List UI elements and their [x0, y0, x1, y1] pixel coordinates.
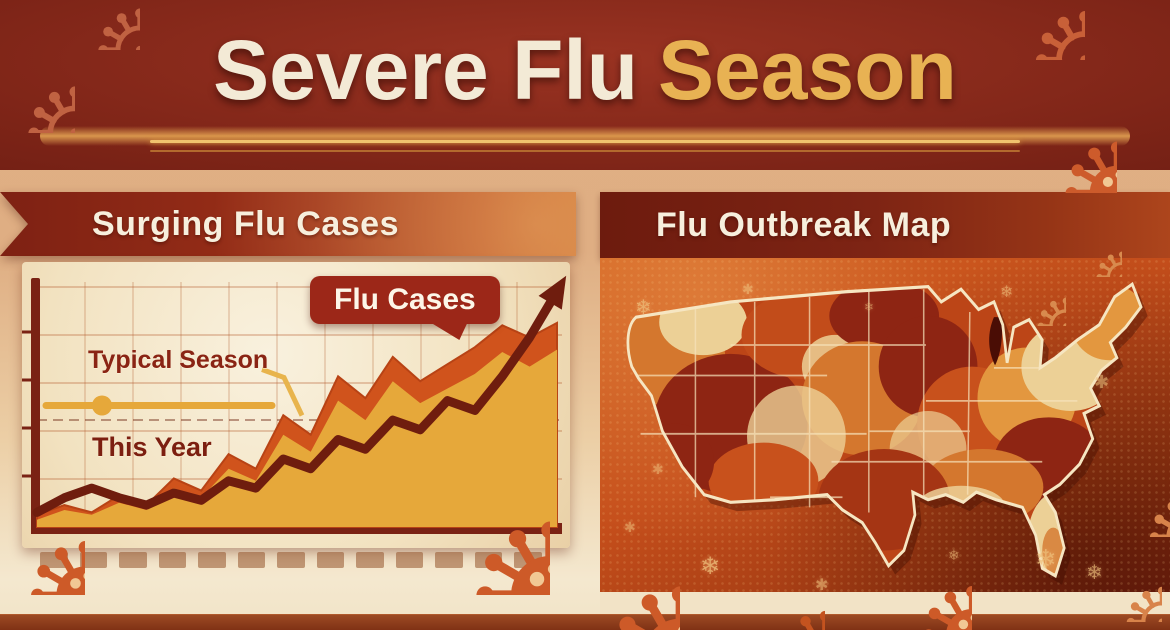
right-panel-title: Flu Outbreak Map [656, 205, 952, 244]
tick-block [435, 552, 463, 568]
virus-icon [55, 0, 140, 50]
us-outbreak-map [626, 281, 1148, 585]
tick-block [277, 552, 305, 568]
sparkle-icon: ✱ [624, 520, 636, 536]
tick-block [198, 552, 226, 568]
arrow-head [538, 275, 567, 310]
map-bottom-strip [600, 592, 1170, 614]
title-highlight: Season [658, 23, 957, 117]
y-axis-bar [31, 278, 40, 534]
virus-icon-glyph [31, 541, 85, 595]
chart-series-layer [32, 275, 567, 528]
virus-icon-glyph [1150, 497, 1170, 537]
title-banner: Severe Flu Season [0, 0, 1170, 170]
virus-icon-glyph [611, 586, 680, 630]
y-axis-ticks [22, 330, 31, 478]
virus-icon [1108, 455, 1170, 537]
left-panel-title: Surging Flu Cases [92, 204, 399, 243]
tick-block [237, 552, 266, 568]
sparkle-icon: ✱ [742, 282, 754, 298]
gold-divider-glow [40, 126, 1130, 146]
page-bottom-strip [0, 614, 1170, 630]
virus-icon-glyph [1066, 142, 1117, 193]
virus-icon-glyph [476, 521, 550, 595]
state-borders [636, 289, 1078, 513]
x-axis-bar [31, 523, 562, 534]
sparkle-icon: ✱ [1094, 372, 1110, 393]
snowflake-icon: ❄ [1035, 545, 1057, 575]
snowflake-icon: ❄ [948, 548, 960, 564]
typical-season-label: Typical Season [88, 346, 269, 374]
tick-block [316, 552, 345, 568]
reference-line-marker [92, 395, 112, 416]
this-year-label: This Year [92, 432, 212, 462]
virus-icon [0, 485, 85, 595]
gold-divider-line [150, 140, 1020, 143]
virus-icon [735, 565, 825, 630]
gold-divider-line-secondary [150, 150, 1020, 152]
series-typical-trend [37, 349, 557, 527]
grid-horizontal [37, 286, 562, 480]
virus-icon [1008, 268, 1066, 326]
snowflake-icon: ❄ [1086, 560, 1103, 584]
tick-block [158, 552, 187, 568]
right-panel-header: Flu Outbreak Map [600, 192, 1170, 258]
tick-block [356, 552, 384, 568]
virus-icon-glyph [1036, 11, 1085, 60]
virus-icon-glyph [1127, 587, 1162, 622]
flu-chart-card: Typical Season This Year Flu Cases [22, 262, 570, 548]
virus-icon [540, 515, 680, 630]
title-text: Severe Flu [213, 23, 639, 117]
virus-icon-glyph [781, 611, 825, 630]
snowflake-icon: ❄ [864, 300, 875, 314]
us-outline [626, 281, 1143, 579]
flu-trend-chart [22, 275, 567, 534]
snowflake-icon: ❄ [1000, 282, 1014, 301]
virus-icon [1012, 88, 1117, 193]
virus-icon [400, 445, 550, 595]
lake-michigan [989, 317, 1003, 366]
x-axis-tick-blocks [40, 552, 542, 568]
typical-season-callout [261, 367, 305, 417]
virus-icon-glyph [98, 8, 140, 50]
virus-icon [985, 0, 1085, 60]
snowflake-icon: ❄ [635, 295, 652, 319]
flu-cases-badge: Flu Cases [310, 276, 500, 324]
tick-block [395, 552, 424, 568]
virus-icon [0, 38, 75, 133]
page-title: Severe Flu Season [0, 22, 1170, 119]
left-panel-ribbon: Surging Flu Cases [0, 192, 576, 256]
virus-icon-glyph [28, 86, 75, 133]
virus-icon [1070, 225, 1122, 277]
ribbon-shape: Surging Flu Cases [0, 192, 576, 256]
outbreak-map-panel [600, 258, 1170, 592]
virus-icon [1125, 32, 1170, 122]
sparkle-icon: ✱ [815, 575, 829, 594]
virus-icon-glyph [1097, 252, 1123, 278]
virus-icon-glyph [1038, 298, 1066, 326]
tick-block [79, 552, 108, 568]
sparkle-icon: ✱ [652, 462, 664, 478]
snowflake-icon: ❄ [700, 552, 721, 580]
series-this-year [32, 286, 562, 517]
tick-block [119, 552, 147, 568]
virus-icon-glyph [923, 586, 972, 630]
